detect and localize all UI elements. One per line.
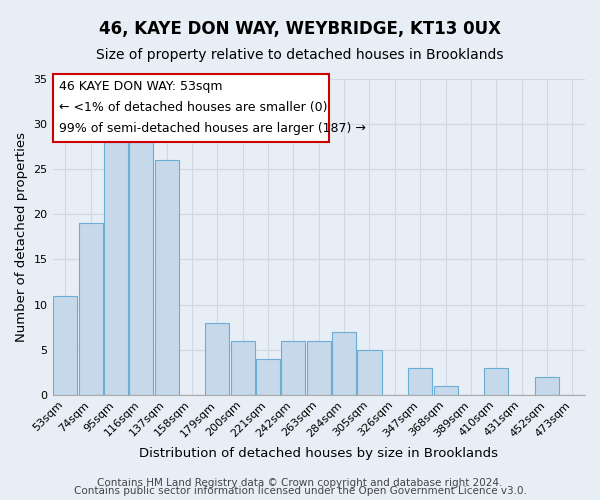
Bar bbox=[104, 142, 128, 395]
Bar bbox=[129, 142, 154, 395]
Bar bbox=[281, 340, 305, 395]
Text: 46, KAYE DON WAY, WEYBRIDGE, KT13 0UX: 46, KAYE DON WAY, WEYBRIDGE, KT13 0UX bbox=[99, 20, 501, 38]
Bar bbox=[358, 350, 382, 395]
Bar bbox=[230, 340, 255, 395]
Bar bbox=[205, 322, 229, 395]
Bar bbox=[79, 224, 103, 395]
Bar bbox=[408, 368, 432, 395]
Bar bbox=[434, 386, 458, 395]
Text: Size of property relative to detached houses in Brooklands: Size of property relative to detached ho… bbox=[96, 48, 504, 62]
Text: 46 KAYE DON WAY: 53sqm: 46 KAYE DON WAY: 53sqm bbox=[59, 80, 222, 93]
Y-axis label: Number of detached properties: Number of detached properties bbox=[15, 132, 28, 342]
Text: 99% of semi-detached houses are larger (187) →: 99% of semi-detached houses are larger (… bbox=[59, 122, 365, 135]
X-axis label: Distribution of detached houses by size in Brooklands: Distribution of detached houses by size … bbox=[139, 447, 498, 460]
Bar bbox=[155, 160, 179, 395]
Bar bbox=[484, 368, 508, 395]
Text: ← <1% of detached houses are smaller (0): ← <1% of detached houses are smaller (0) bbox=[59, 101, 327, 114]
Bar bbox=[332, 332, 356, 395]
Bar bbox=[535, 377, 559, 395]
Bar bbox=[53, 296, 77, 395]
Text: Contains public sector information licensed under the Open Government Licence v3: Contains public sector information licen… bbox=[74, 486, 526, 496]
Bar bbox=[256, 358, 280, 395]
Text: Contains HM Land Registry data © Crown copyright and database right 2024.: Contains HM Land Registry data © Crown c… bbox=[97, 478, 503, 488]
Bar bbox=[307, 340, 331, 395]
